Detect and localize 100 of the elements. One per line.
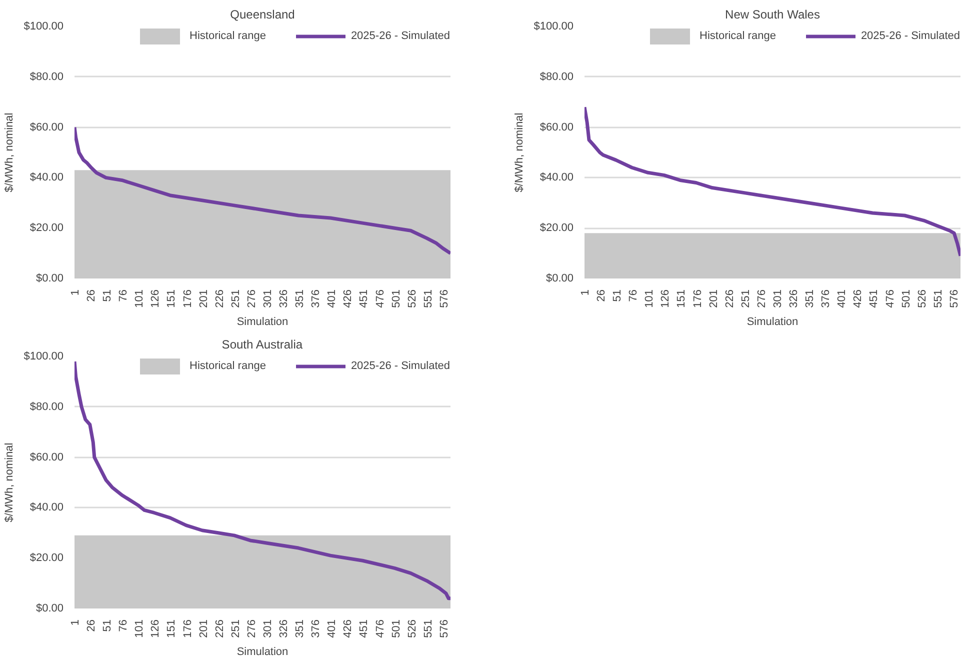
y-tick-label: $20.00 xyxy=(30,222,64,234)
y-tick-label: $60.00 xyxy=(540,121,574,134)
x-tick-label: 201 xyxy=(198,289,210,308)
legend-label: 2025-26 - Simulated xyxy=(860,30,960,42)
x-tick-label: 426 xyxy=(342,289,354,308)
x-tick-label: 176 xyxy=(182,289,194,308)
x-tick-label: 251 xyxy=(230,619,242,638)
x-tick-label: 176 xyxy=(182,619,194,638)
x-tick-label: 476 xyxy=(374,619,386,638)
x-tick-label: 551 xyxy=(422,289,434,308)
y-tick-label: $80.00 xyxy=(30,70,64,83)
x-tick-label: 201 xyxy=(708,289,720,308)
x-tick-label: 551 xyxy=(422,619,434,638)
x-tick-label: 501 xyxy=(390,289,402,308)
x-tick-label: 351 xyxy=(294,619,306,638)
x-tick-label: 501 xyxy=(900,289,912,308)
x-tick-label: 126 xyxy=(150,619,162,638)
line-series xyxy=(584,105,960,258)
x-tick-label: 51 xyxy=(102,619,114,632)
chart-title: Queensland xyxy=(230,8,295,22)
x-tick-label: 251 xyxy=(230,289,242,308)
x-axis-title: Simulation xyxy=(236,646,288,658)
x-tick-label: 526 xyxy=(916,289,928,308)
x-tick-label: 176 xyxy=(692,289,704,308)
x-tick-label: 526 xyxy=(406,619,418,638)
x-tick-label: 226 xyxy=(724,289,736,308)
legend-label: 2025-26 - Simulated xyxy=(350,30,450,42)
x-tick-label: 76 xyxy=(118,289,130,302)
x-tick-label: 326 xyxy=(788,289,800,308)
x-axis-title: Simulation xyxy=(236,316,288,328)
y-axis-title: $/MWh, nominal xyxy=(4,442,16,522)
x-tick-label: 251 xyxy=(740,289,752,308)
x-tick-label: 301 xyxy=(262,289,274,308)
y-tick-label: $60.00 xyxy=(30,451,64,464)
x-tick-label: 451 xyxy=(358,289,370,308)
x-tick-label: 526 xyxy=(406,289,418,308)
x-tick-label: 426 xyxy=(342,619,354,638)
y-tick-label: $40.00 xyxy=(540,172,574,184)
x-tick-label: 76 xyxy=(628,289,640,302)
y-tick-label: $0.00 xyxy=(546,272,574,284)
x-tick-label: 376 xyxy=(820,289,832,308)
x-tick-label: 326 xyxy=(278,619,290,638)
x-tick-label: 401 xyxy=(836,289,848,308)
y-tick-label: $80.00 xyxy=(540,70,574,83)
x-tick-label: 1 xyxy=(580,289,592,296)
x-tick-label: 226 xyxy=(214,289,226,308)
x-tick-label: 451 xyxy=(358,619,370,638)
x-tick-label: 151 xyxy=(676,289,688,308)
x-tick-label: 301 xyxy=(772,289,784,308)
y-tick-label: $40.00 xyxy=(30,172,64,184)
x-tick-label: 276 xyxy=(246,289,258,308)
chart-title: New South Wales xyxy=(725,8,820,22)
x-tick-label: 26 xyxy=(86,619,98,632)
x-tick-label: 476 xyxy=(884,289,896,308)
legend-label: Historical range xyxy=(190,30,266,42)
x-tick-label: 576 xyxy=(948,289,960,308)
x-tick-label: 351 xyxy=(294,289,306,308)
x-tick-label: 376 xyxy=(310,289,322,308)
x-tick-label: 326 xyxy=(278,289,290,308)
chart-title: South Australia xyxy=(222,338,303,352)
x-tick-label: 376 xyxy=(310,619,322,638)
x-tick-label: 226 xyxy=(214,619,226,638)
y-tick-label: $100.00 xyxy=(24,350,64,362)
x-tick-label: 576 xyxy=(438,619,450,638)
y-tick-label: $100.00 xyxy=(534,20,574,32)
x-tick-label: 551 xyxy=(932,289,944,308)
y-axis-title: $/MWh, nominal xyxy=(514,112,526,192)
x-tick-label: 501 xyxy=(390,619,402,638)
x-tick-label: 1 xyxy=(70,619,82,626)
y-tick-label: $20.00 xyxy=(540,222,574,234)
legend-label: Historical range xyxy=(190,360,266,372)
x-tick-label: 101 xyxy=(134,289,146,308)
x-tick-label: 151 xyxy=(166,289,178,308)
y-tick-label: $40.00 xyxy=(30,502,64,514)
x-tick-label: 151 xyxy=(166,619,178,638)
x-tick-label: 476 xyxy=(374,289,386,308)
x-tick-label: 401 xyxy=(326,619,338,638)
y-axis-title: $/MWh, nominal xyxy=(4,112,16,192)
y-tick-label: $60.00 xyxy=(30,121,64,134)
x-tick-label: 26 xyxy=(596,289,608,302)
x-tick-label: 1 xyxy=(70,289,82,296)
x-tick-label: 201 xyxy=(198,619,210,638)
y-tick-label: $20.00 xyxy=(30,552,64,564)
y-tick-label: $0.00 xyxy=(36,272,64,284)
x-tick-label: 126 xyxy=(150,289,162,308)
line-series xyxy=(74,360,450,600)
x-tick-label: 51 xyxy=(102,289,114,302)
y-tick-label: $0.00 xyxy=(36,602,64,614)
x-tick-label: 301 xyxy=(262,619,274,638)
x-tick-label: 76 xyxy=(118,619,130,632)
y-tick-label: $80.00 xyxy=(30,400,64,413)
legend-label: 2025-26 - Simulated xyxy=(350,360,450,372)
legend-label: Historical range xyxy=(700,30,776,42)
x-tick-label: 26 xyxy=(86,289,98,302)
x-tick-label: 51 xyxy=(612,289,624,302)
y-tick-label: $100.00 xyxy=(24,20,64,32)
x-axis-title: Simulation xyxy=(746,316,798,328)
line-series xyxy=(74,126,450,256)
x-tick-label: 276 xyxy=(756,289,768,308)
x-tick-label: 101 xyxy=(134,619,146,638)
